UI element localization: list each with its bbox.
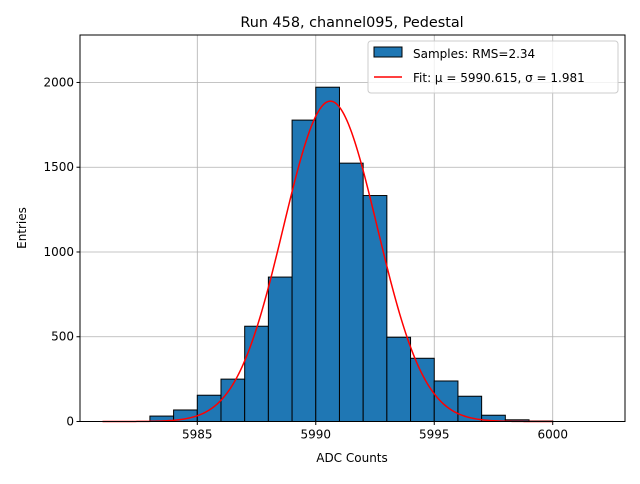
y-tick-label: 2000: [43, 75, 74, 89]
chart-title: Run 458, channel095, Pedestal: [240, 15, 463, 31]
histogram-bar: [244, 325, 269, 422]
y-tick-label: 1500: [43, 160, 74, 174]
ticks: 5985 5990 5995 6000 0 500 1000 1500 2000: [43, 75, 568, 441]
plot-frame: [79, 34, 626, 422]
histogram-bar: [196, 394, 222, 423]
x-tick-label: 6000: [537, 428, 568, 442]
x-tick-label: 5990: [300, 428, 331, 442]
y-tick-label: 1000: [43, 245, 74, 259]
y-tick-label: 0: [66, 415, 74, 429]
histogram-bar: [362, 195, 388, 422]
fit-curve: [102, 100, 553, 423]
legend-histogram-label: Samples: RMS=2.34: [413, 47, 535, 61]
x-tick-label: 5995: [419, 428, 450, 442]
histogram-bar: [291, 119, 317, 422]
legend: Samples: RMS=2.34 Fit: μ = 5990.615, σ =…: [367, 40, 619, 94]
legend-histogram-swatch: [373, 46, 403, 58]
bars: [149, 86, 554, 423]
histogram-bar: [386, 336, 412, 423]
legend-box: [367, 40, 619, 94]
y-tick-label: 500: [51, 330, 74, 344]
histogram-bar: [315, 86, 340, 423]
y-axis-label: Entries: [15, 207, 29, 249]
histogram-bar: [267, 276, 293, 422]
histogram-bar: [433, 380, 459, 423]
legend-fit-label: Fit: μ = 5990.615, σ = 1.981: [413, 71, 585, 85]
x-axis-label: ADC Counts: [316, 451, 388, 465]
x-tick-label: 5985: [182, 428, 213, 442]
histogram-bar: [338, 162, 364, 422]
